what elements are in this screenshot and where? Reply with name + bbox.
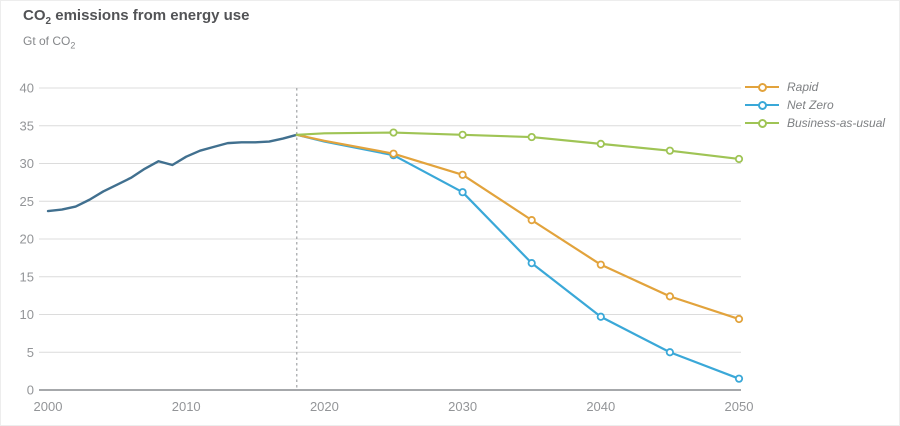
y-axis-tick-label: 10 bbox=[20, 307, 34, 322]
series-marker-business-as-usual-2040 bbox=[596, 139, 605, 148]
y-axis-tick-label: 20 bbox=[20, 232, 34, 247]
x-axis-tick-label: 2020 bbox=[310, 399, 339, 414]
series-marker-business-as-usual-2045 bbox=[665, 146, 675, 155]
legend-item-net-zero: Net Zero bbox=[745, 96, 885, 114]
legend-item-rapid: Rapid bbox=[745, 78, 885, 96]
y-axis-tick-label: 0 bbox=[27, 383, 34, 398]
legend-item-business-as-usual: Business-as-usual bbox=[745, 114, 885, 132]
series-marker-business-as-usual-2030 bbox=[458, 130, 467, 139]
series-marker-net-zero-2030 bbox=[458, 188, 467, 197]
x-axis-tick-label: 2000 bbox=[34, 399, 63, 414]
legend-marker-icon bbox=[745, 100, 779, 110]
series-marker-net-zero-2045 bbox=[665, 348, 675, 357]
x-axis-tick-label: 2010 bbox=[172, 399, 201, 414]
x-axis-tick-label: 2050 bbox=[725, 399, 754, 414]
series-marker-rapid-2045 bbox=[665, 292, 675, 301]
series-line-net-zero bbox=[295, 133, 741, 380]
series-marker-net-zero-2035 bbox=[527, 259, 536, 268]
series-line-rapid bbox=[295, 133, 741, 321]
y-axis-tick-label: 30 bbox=[20, 156, 34, 171]
series-marker-rapid-2035 bbox=[527, 216, 536, 225]
y-axis-tick-label: 15 bbox=[20, 269, 34, 284]
legend-dot bbox=[758, 100, 767, 110]
legend-dot bbox=[758, 118, 767, 128]
y-axis-unit-text: Gt of CO bbox=[23, 34, 71, 48]
series-marker-rapid-2030 bbox=[458, 170, 467, 179]
x-axis-tick-label: 2040 bbox=[586, 399, 615, 414]
y-axis-unit-label: Gt of CO2 bbox=[23, 34, 75, 50]
x-axis-tick-label: 2030 bbox=[448, 399, 477, 414]
legend-label: Business-as-usual bbox=[787, 116, 886, 130]
chart-title: CO2 emissions from energy use bbox=[23, 7, 249, 27]
series-marker-rapid-2040 bbox=[596, 260, 605, 269]
series-marker-rapid-2025 bbox=[389, 149, 398, 158]
series-marker-net-zero-2040 bbox=[596, 312, 605, 321]
legend-dot bbox=[758, 82, 767, 92]
y-axis-tick-label: 40 bbox=[20, 81, 34, 96]
legend-marker-icon bbox=[745, 82, 779, 92]
legend-label: Rapid bbox=[787, 80, 819, 94]
series-marker-business-as-usual-2025 bbox=[389, 128, 398, 137]
chart-title-text: CO bbox=[23, 7, 46, 24]
series-marker-rapid-2050 bbox=[734, 314, 744, 324]
chart-legend: Rapid Net Zero Business-as-usual bbox=[745, 78, 885, 132]
series-marker-business-as-usual-2050 bbox=[734, 154, 744, 164]
chart-title-text-rest: emissions from energy use bbox=[51, 7, 250, 24]
y-axis-tick-label: 35 bbox=[20, 118, 34, 133]
legend-label: Net Zero bbox=[787, 98, 834, 112]
series-marker-business-as-usual-2035 bbox=[527, 132, 536, 142]
chart-title-subscript: 2 bbox=[45, 16, 52, 27]
y-axis-tick-label: 5 bbox=[27, 345, 34, 360]
y-axis-unit-subscript: 2 bbox=[70, 40, 76, 51]
legend-marker-icon bbox=[745, 118, 779, 128]
series-marker-net-zero-2050 bbox=[734, 374, 744, 383]
series-line-business-as-usual bbox=[295, 131, 741, 161]
historical-line bbox=[46, 133, 298, 213]
y-axis-tick-label: 25 bbox=[20, 194, 34, 209]
